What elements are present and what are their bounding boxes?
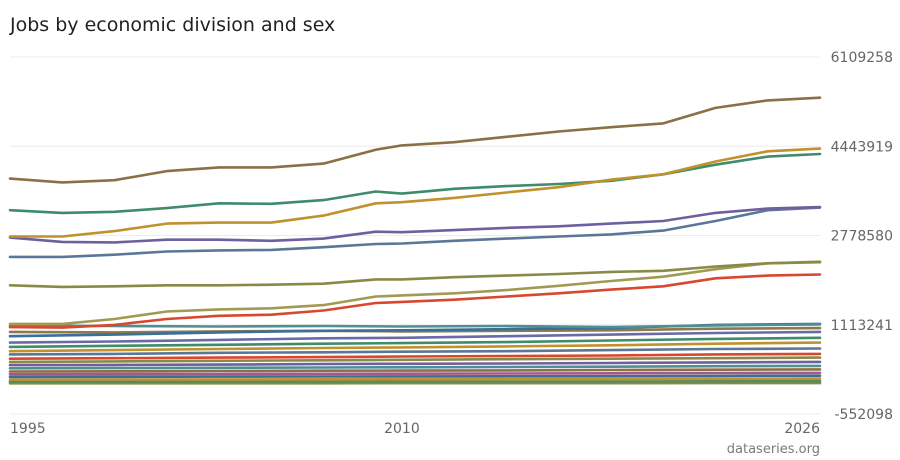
series-line-12 [8,336,822,349]
series-line-7 [8,260,822,326]
series-line-2 [8,152,822,215]
y-tick-label: -552098 [835,407,894,423]
series-line-3 [8,205,822,244]
y-tick-label: 4443919 [831,139,893,155]
x-tick-label: 2026 [784,421,820,437]
series-line-17 [8,360,822,367]
x-tick-label: 2010 [384,421,420,437]
series-line-5 [8,260,822,289]
x-axis-ticks: 1995 2010 2026 [10,421,820,437]
series-line-6 [8,273,822,329]
series-line-21 [8,374,822,379]
y-tick-label: 2778580 [831,229,893,245]
source-credit: dataseries.org [727,442,820,457]
series-line-14 [8,347,822,356]
series-layer [8,96,822,385]
y-tick-label: 6109258 [831,50,893,66]
series-line-23 [8,379,822,383]
series-line-18 [8,364,822,370]
series-line-0 [8,96,822,184]
series-line-4 [8,206,822,259]
series-line-8 [8,323,822,329]
y-axis-ticks: 6109258 4443919 2778580 1113241 -552098 [831,50,893,423]
series-line-13 [8,341,822,353]
series-line-16 [8,356,822,364]
y-tick-label: 1113241 [831,318,893,334]
series-line-19 [8,368,822,373]
x-tick-label: 1995 [10,421,46,437]
series-line-15 [8,352,822,360]
series-line-11 [8,330,822,344]
series-line-22 [8,377,822,381]
series-line-20 [8,371,822,376]
series-line-1 [8,147,822,238]
chart-title: Jobs by economic division and sex [10,14,336,36]
